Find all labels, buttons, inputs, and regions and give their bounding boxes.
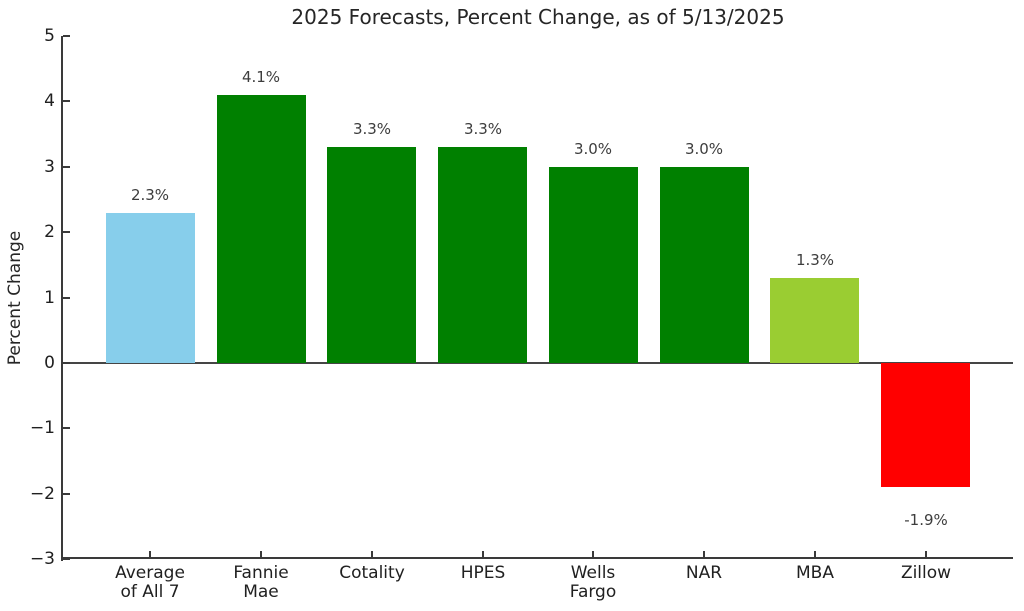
y-tick-label: 2 bbox=[44, 222, 55, 242]
bar-wells-fargo bbox=[549, 167, 638, 363]
bar-value-label: 3.0% bbox=[684, 140, 724, 158]
y-tick-label: −1 bbox=[29, 418, 55, 438]
bar-average-of-all-7 bbox=[106, 213, 195, 363]
bar-zillow bbox=[881, 363, 970, 487]
y-tick-label: −3 bbox=[29, 549, 55, 569]
x-tick-mark bbox=[149, 551, 151, 558]
y-tick-label: 4 bbox=[44, 91, 55, 111]
bar-value-label: 3.3% bbox=[463, 120, 503, 138]
y-tick-mark bbox=[63, 297, 70, 299]
x-tick-label: MBA bbox=[796, 563, 834, 583]
y-tick-label: 1 bbox=[44, 288, 55, 308]
chart-title: 2025 Forecasts, Percent Change, as of 5/… bbox=[291, 5, 785, 29]
bar-cotality bbox=[327, 147, 416, 363]
x-tick-label: Cotality bbox=[339, 563, 405, 583]
y-tick-mark bbox=[63, 362, 70, 364]
y-tick-label: 0 bbox=[44, 353, 55, 373]
x-tick-mark bbox=[482, 551, 484, 558]
bar-value-label: 4.1% bbox=[241, 68, 281, 86]
zero-baseline bbox=[63, 361, 1013, 364]
bar-value-label: 2.3% bbox=[130, 186, 170, 204]
x-tick-mark bbox=[703, 551, 705, 558]
x-tick-mark bbox=[814, 551, 816, 558]
x-tick-mark bbox=[592, 551, 594, 558]
y-tick-label: −2 bbox=[29, 484, 55, 504]
x-tick-label: Fannie Mae bbox=[233, 563, 289, 602]
x-tick-label: NAR bbox=[685, 563, 723, 583]
bar-fannie-mae bbox=[217, 95, 306, 363]
x-tick-label: Average of All 7 bbox=[115, 563, 185, 602]
bar-nar bbox=[660, 167, 749, 363]
y-tick-mark bbox=[63, 231, 70, 233]
y-tick-mark bbox=[63, 558, 70, 560]
y-tick-mark bbox=[63, 427, 70, 429]
y-tick-mark bbox=[63, 35, 70, 37]
bar-value-label: 3.0% bbox=[573, 140, 613, 158]
y-tick-mark bbox=[63, 166, 70, 168]
bar-mba bbox=[770, 278, 859, 363]
bar-value-label: -1.9% bbox=[904, 511, 948, 529]
x-tick-mark bbox=[371, 551, 373, 558]
x-tick-mark bbox=[260, 551, 262, 558]
x-axis-spine bbox=[61, 557, 1013, 559]
y-tick-label: 5 bbox=[44, 26, 55, 46]
x-tick-label: HPES bbox=[460, 563, 506, 583]
bar-value-label: 1.3% bbox=[795, 251, 835, 269]
x-tick-label: Wells Fargo bbox=[569, 563, 617, 602]
bar-value-label: 3.3% bbox=[352, 120, 392, 138]
x-tick-label: Zillow bbox=[900, 563, 952, 583]
y-tick-mark bbox=[63, 100, 70, 102]
bar-hpes bbox=[438, 147, 527, 363]
plot-area: 2.3% 4.1% 3.3% 3.3% 3.0% 3.0% 1.3% -1.9% 5 4 3 2 1 0 −… bbox=[30, 26, 1013, 602]
y-tick-label: 3 bbox=[44, 157, 55, 177]
y-tick-mark bbox=[63, 493, 70, 495]
y-axis-spine bbox=[61, 36, 63, 561]
x-tick-mark bbox=[925, 551, 927, 558]
